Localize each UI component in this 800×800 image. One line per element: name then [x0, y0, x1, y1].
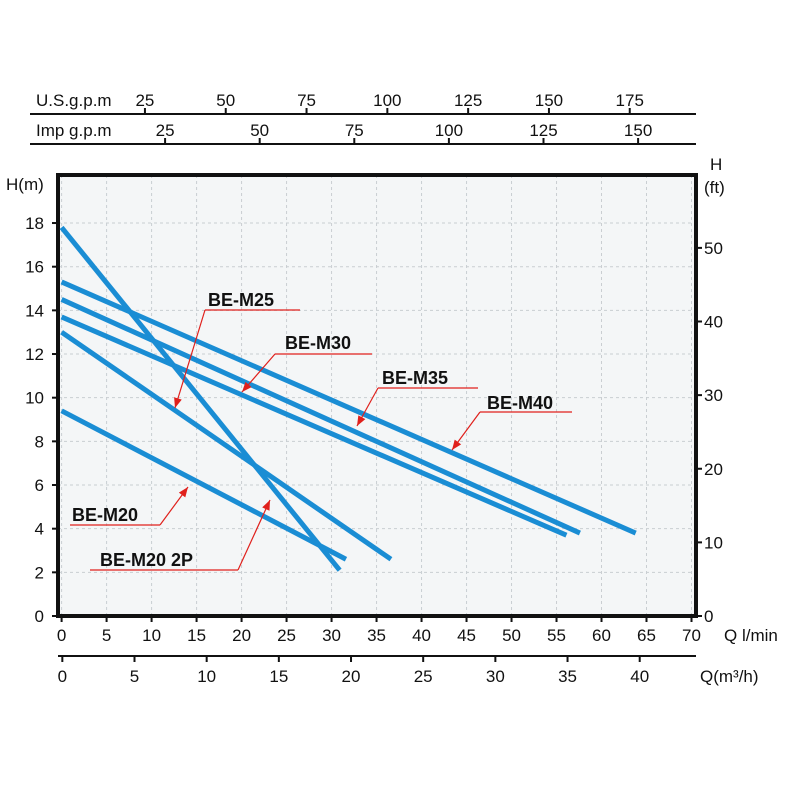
x-extra-tick-label: 25	[156, 121, 175, 140]
x-tick-label: 20	[232, 626, 251, 645]
y-tick-label: 0	[35, 607, 44, 626]
series-label: BE-M25	[208, 290, 274, 310]
y2-axis-label: (ft)	[704, 178, 725, 197]
y-tick-label: 8	[35, 432, 44, 451]
x-tick-label: 60	[592, 626, 611, 645]
x-tick-label: 0	[57, 626, 66, 645]
x-extra-tick-label: 30	[486, 667, 505, 686]
x-extra-tick-label: 150	[624, 121, 652, 140]
x-extra-tick-label: 25	[135, 91, 154, 110]
series-label: BE-M35	[382, 368, 448, 388]
x-extra-tick-label: 75	[297, 91, 316, 110]
x-tick-label: 65	[637, 626, 656, 645]
x-axis-label: Q l/min	[724, 626, 778, 645]
x-extra-tick-label: 35	[558, 667, 577, 686]
y-tick-label: 4	[35, 520, 44, 539]
series-label: BE-M40	[487, 393, 553, 413]
x-extra-tick-label: 175	[616, 91, 644, 110]
y2-tick-label: 50	[704, 239, 723, 258]
x-extra-tick-label: 40	[630, 667, 649, 686]
x-extra-tick-label: 100	[373, 91, 401, 110]
arrow-head	[357, 415, 366, 426]
x-extra-tick-label: 150	[535, 91, 563, 110]
x-tick-label: 40	[412, 626, 431, 645]
x-extra-tick-label: 5	[130, 667, 139, 686]
x-extra-tick-label: 20	[342, 667, 361, 686]
x-extra-tick-label: 50	[250, 121, 269, 140]
arrow-head	[262, 500, 270, 511]
y-tick-label: 6	[35, 476, 44, 495]
x-extra-tick-label: 10	[197, 667, 216, 686]
x-extra-tick-label: 125	[454, 91, 482, 110]
x-tick-label: 55	[547, 626, 566, 645]
arrow-head	[178, 487, 188, 498]
x-tick-label: 70	[682, 626, 701, 645]
arrow-head	[242, 381, 252, 392]
x-extra-tick-label: 50	[216, 91, 235, 110]
curve	[60, 314, 568, 538]
arrow-head	[174, 397, 182, 408]
x-tick-label: 35	[367, 626, 386, 645]
x-extra-tick-label: 0	[58, 667, 67, 686]
y2-tick-label: 20	[704, 460, 723, 479]
y-tick-label: 10	[25, 389, 44, 408]
curve	[60, 330, 393, 562]
curve	[59, 225, 342, 572]
y-tick-label: 12	[25, 345, 44, 364]
x-tick-label: 45	[457, 626, 476, 645]
y2-tick-label: 10	[704, 533, 723, 552]
y-tick-label: 16	[25, 258, 44, 277]
y-tick-label: 14	[25, 301, 44, 320]
y-tick-label: 18	[25, 214, 44, 233]
x-extra-axis-label: U.S.g.p.m	[36, 91, 112, 110]
x-extra-axis-label: Q(m³/h)	[700, 667, 759, 686]
x-extra-tick-label: 100	[435, 121, 463, 140]
y2-axis-label: H	[710, 155, 722, 174]
y2-tick-label: 30	[704, 386, 723, 405]
x-tick-label: 25	[277, 626, 296, 645]
label-arrow	[174, 309, 206, 409]
curve	[60, 408, 348, 562]
x-tick-label: 5	[102, 626, 111, 645]
x-tick-label: 30	[322, 626, 341, 645]
x-tick-label: 10	[142, 626, 161, 645]
arrow-head	[452, 439, 462, 450]
y-tick-label: 2	[35, 563, 44, 582]
y-axis-label: H(m)	[6, 175, 44, 194]
y2-tick-label: 0	[704, 607, 713, 626]
series-label: BE-M20 2P	[100, 550, 193, 570]
x-extra-tick-label: 75	[345, 121, 364, 140]
x-extra-tick-label: 15	[269, 667, 288, 686]
curve	[60, 297, 581, 536]
x-extra-axis-label: Imp g.p.m	[36, 121, 112, 140]
label-arrow	[237, 499, 271, 571]
series-label: BE-M20	[72, 505, 138, 525]
series-label: BE-M30	[285, 333, 351, 353]
x-extra-tick-label: 25	[414, 667, 433, 686]
curve	[60, 279, 637, 536]
x-tick-label: 15	[187, 626, 206, 645]
x-tick-label: 50	[502, 626, 521, 645]
x-extra-tick-label: 125	[529, 121, 557, 140]
y2-tick-label: 40	[704, 313, 723, 332]
